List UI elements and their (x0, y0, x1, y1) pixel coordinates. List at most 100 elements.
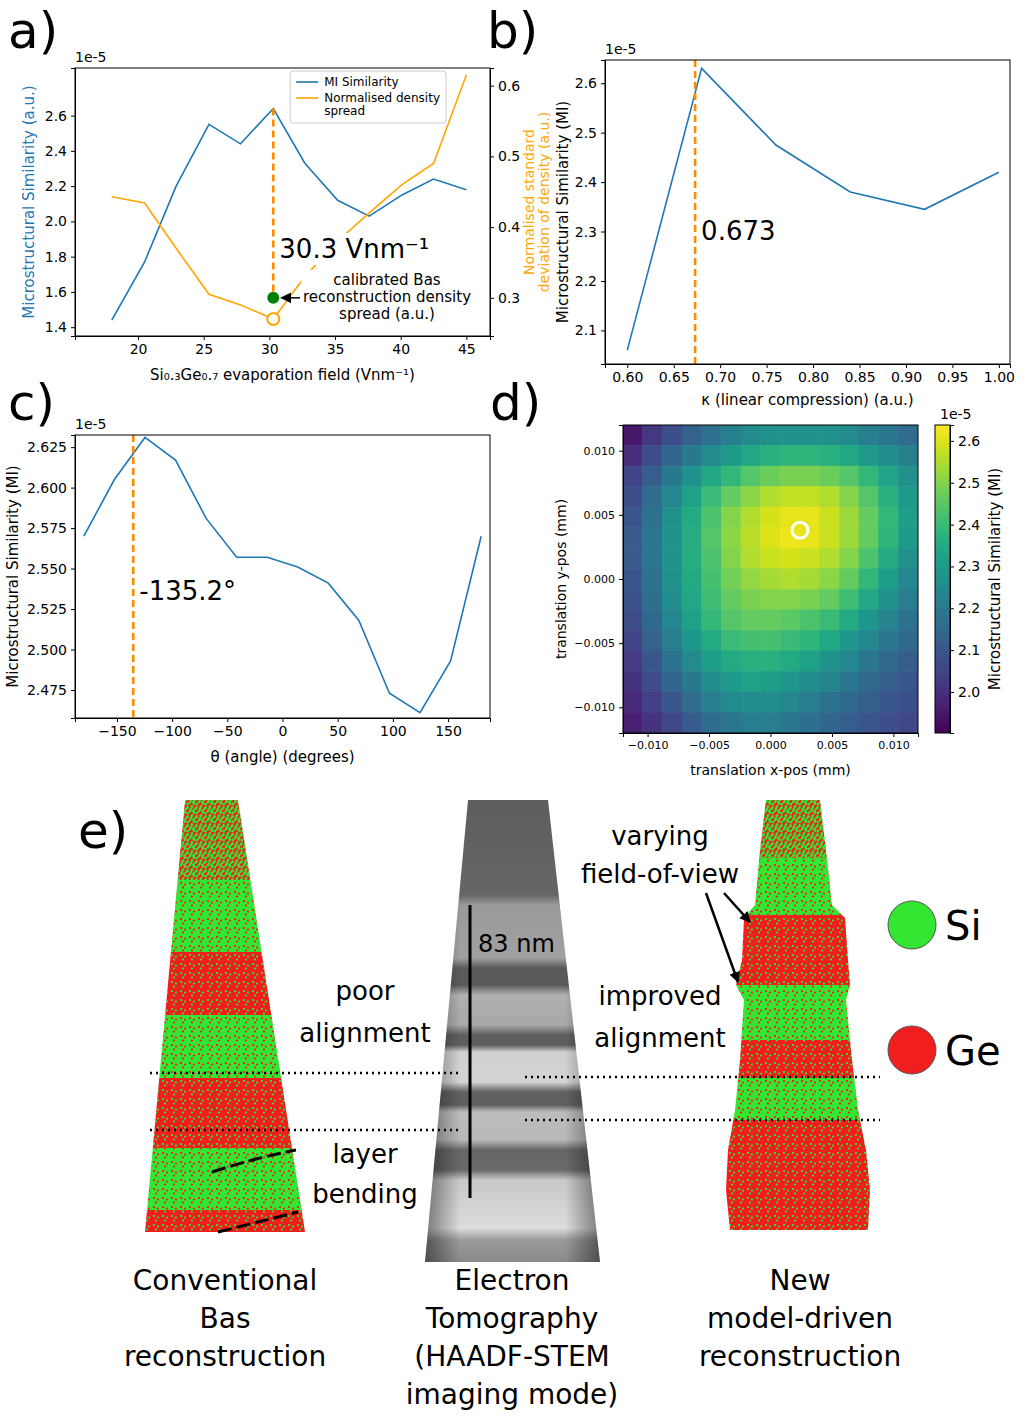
colorbar (935, 425, 950, 733)
heatmap-cell (820, 630, 840, 651)
optimum-marker (792, 522, 808, 538)
tick: 2.0 (45, 213, 75, 229)
tick-mark (71, 569, 75, 570)
tick-mark (709, 733, 710, 737)
tick-label: 2.2 (45, 178, 67, 194)
heatmap-cell (702, 692, 722, 713)
caption-group: ConventionalBasreconstruction (124, 1264, 326, 1373)
heatmap-cell (780, 507, 800, 528)
tick-label: 0.000 (755, 739, 787, 752)
heatmap-cell (898, 528, 918, 549)
heatmap-cell (623, 610, 643, 631)
axis-title: Si₀.₃Ge₀.₇ evaporation field (Vnm⁻¹) (150, 366, 415, 384)
heatmap-cell (741, 425, 761, 446)
tick: 25 (195, 336, 213, 357)
heatmap-cell (780, 610, 800, 631)
heatmap-cell (682, 466, 702, 487)
tick-label: 0.3 (498, 290, 520, 306)
data-line (84, 437, 481, 712)
tick: 2.2 (575, 273, 605, 289)
heatmap-cell (741, 507, 761, 528)
heatmap-cell (662, 446, 682, 467)
tick: 0.80 (798, 364, 829, 385)
offset-label: 1e-5 (940, 406, 971, 422)
heatmap-cell (800, 425, 820, 446)
heatmap-cell (800, 466, 820, 487)
tick-mark (720, 364, 721, 368)
heatmap-cell (898, 589, 918, 610)
annotation-label-group: calibrated Basreconstruction densityspre… (301, 270, 473, 324)
tick: −0.010 (574, 701, 623, 714)
heatmap-cell (682, 712, 702, 733)
heatmap-cell (898, 712, 918, 733)
heatmap-cell (839, 548, 859, 569)
text-line: New (769, 1264, 830, 1297)
alignment-line (525, 1076, 880, 1079)
text-line: spread (324, 104, 365, 118)
layer (140, 1078, 310, 1148)
heatmap-cell (780, 569, 800, 590)
heatmap-cell (761, 569, 781, 590)
heatmap-cell (859, 528, 879, 549)
axis-title: Normalised standarddeviation of density … (521, 112, 552, 293)
tick-label: 1.8 (45, 249, 67, 265)
heatmap-cell (820, 528, 840, 549)
heatmap-cell (623, 589, 643, 610)
heatmap-cell (879, 712, 899, 733)
heatmap-cell (682, 589, 702, 610)
heatmap-cell (859, 548, 879, 569)
heatmap-cell (643, 528, 663, 549)
plot-frame (75, 435, 490, 718)
heatmap-cell (623, 569, 643, 590)
heatmap-cell (741, 548, 761, 569)
legend-items: MI SimilarityNormalised densityspread (296, 75, 440, 118)
tick-mark (619, 643, 623, 644)
tick: 50 (329, 718, 347, 739)
colorbar-title: Microstructural Similarity (MI) (986, 468, 1004, 690)
reconstruction (720, 800, 875, 1240)
heatmap-cell (662, 569, 682, 590)
tick-label: 2.4 (958, 517, 980, 533)
heatmap-cell (820, 466, 840, 487)
axis-title: θ (angle) (degrees) (210, 748, 354, 766)
tick-mark (71, 488, 75, 489)
tick-mark (950, 692, 954, 693)
heatmap-cell (839, 487, 859, 508)
heatmap-cell (682, 692, 702, 713)
heatmap-cell (879, 610, 899, 631)
tick-mark (619, 579, 623, 580)
tick-label: 2.500 (27, 641, 67, 657)
heatmap-cell (702, 671, 722, 692)
heatmap-cell (839, 630, 859, 651)
heatmap-cell (839, 712, 859, 733)
text-line: Tomography (425, 1302, 598, 1335)
heatmap-cell (800, 589, 820, 610)
heatmap-cell (800, 569, 820, 590)
heatmap-cell (662, 692, 682, 713)
annotation-arrow (706, 893, 738, 982)
heatmap-cell (643, 610, 663, 631)
tick-mark (71, 609, 75, 610)
annotation-label: pooralignment (299, 976, 430, 1048)
legend: MI SimilarityNormalised densityspread (290, 71, 446, 123)
heatmap-cell (820, 569, 840, 590)
heatmap-cell (800, 507, 820, 528)
tick-mark (950, 650, 954, 651)
tick: 40 (392, 336, 410, 357)
heatmap-cell (780, 446, 800, 467)
tick-label: 2.1 (958, 642, 980, 658)
tick-label: 20 (130, 341, 148, 357)
tick-mark (767, 364, 768, 368)
text-line: varying (611, 821, 709, 851)
heatmap-cell (623, 487, 643, 508)
heatmap-cell (662, 466, 682, 487)
heatmap-cell (741, 446, 761, 467)
heatmap-cell (800, 671, 820, 692)
heatmap-cell (702, 569, 722, 590)
text-line: reconstruction (124, 1340, 326, 1373)
tick: 0.4 (490, 219, 520, 235)
heatmap-cell (780, 692, 800, 713)
heatmap-cell (820, 446, 840, 467)
heatmap-cell (800, 446, 820, 467)
tick-mark (601, 83, 605, 84)
